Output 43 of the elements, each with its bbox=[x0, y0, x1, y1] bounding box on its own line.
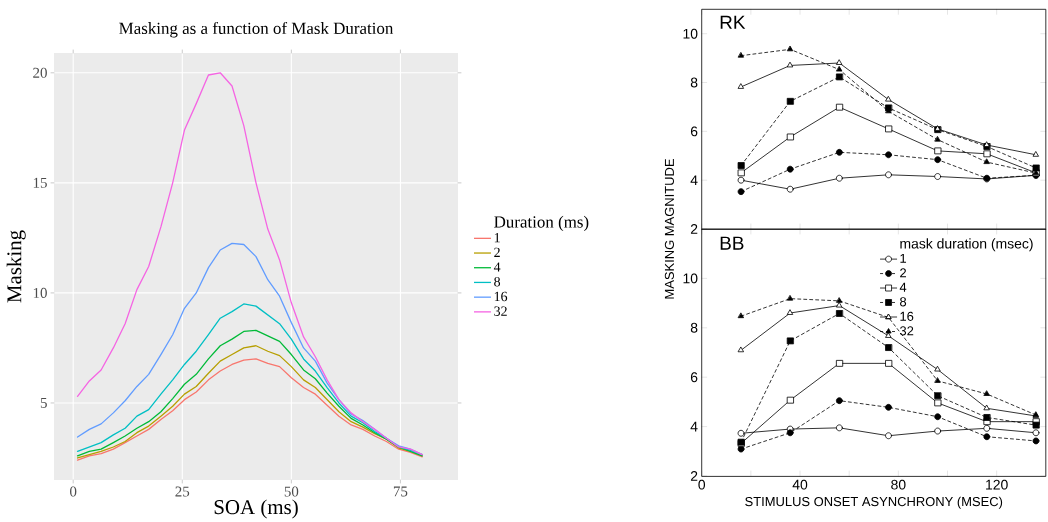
legend-label: 16 bbox=[900, 311, 914, 321]
legend-label: 4 bbox=[493, 262, 501, 272]
x-tick-label: 25 bbox=[175, 486, 190, 497]
legend-label: 16 bbox=[494, 291, 508, 302]
chart-title: BB bbox=[720, 236, 744, 250]
y-tick-label: 2 bbox=[690, 224, 698, 234]
chart-title: Masking as a function of Mask Duration bbox=[119, 21, 394, 38]
x-tick-label: 0 bbox=[698, 479, 706, 490]
y-tick-label: 4 bbox=[690, 421, 698, 432]
x-tick-label: 40 bbox=[792, 479, 808, 490]
legend-label: 32 bbox=[899, 326, 914, 336]
x-tick-label: 80 bbox=[891, 479, 906, 490]
x-tick-label: 75 bbox=[393, 486, 408, 497]
chart-title: RK bbox=[720, 15, 746, 29]
legend-label: 2 bbox=[900, 268, 906, 278]
y-tick-label: 2 bbox=[690, 471, 698, 481]
legend-label: 1 bbox=[900, 253, 907, 263]
legend-title: Duration (ms) bbox=[494, 215, 589, 232]
y-tick-label: 10 bbox=[683, 28, 698, 39]
y-tick-label: 20 bbox=[33, 67, 47, 78]
legend-label: 32 bbox=[494, 306, 507, 316]
y-tick-label: 8 bbox=[690, 322, 698, 333]
y-tick-label: 5 bbox=[40, 398, 47, 408]
legend-label: 4 bbox=[899, 282, 907, 292]
x-tick-label: 0 bbox=[70, 486, 77, 497]
y-axis-title: MASKING MAGNITUDE bbox=[664, 159, 674, 299]
y-tick-label: 6 bbox=[690, 372, 698, 383]
y-axis-title: Masking bbox=[6, 230, 26, 303]
y-tick-label: 4 bbox=[690, 175, 698, 185]
x-axis-title: STIMULUS ONSET ASYNCHRONY (MSEC) bbox=[745, 496, 1003, 509]
legend-label: 2 bbox=[494, 247, 500, 257]
legend-label: 8 bbox=[494, 277, 501, 287]
x-axis-title: SOA (ms) bbox=[214, 499, 298, 519]
y-tick-label: 15 bbox=[33, 177, 47, 188]
x-tick-label: 120 bbox=[986, 479, 1008, 490]
legend-label: 8 bbox=[900, 297, 907, 307]
x-tick-label: 50 bbox=[284, 486, 299, 497]
legend-title: mask duration (msec) bbox=[900, 238, 1033, 252]
y-tick-label: 6 bbox=[690, 126, 698, 137]
y-tick-label: 10 bbox=[683, 273, 698, 284]
y-tick-label: 10 bbox=[33, 287, 47, 298]
legend-label: 1 bbox=[494, 232, 500, 243]
y-tick-label: 8 bbox=[690, 77, 698, 88]
